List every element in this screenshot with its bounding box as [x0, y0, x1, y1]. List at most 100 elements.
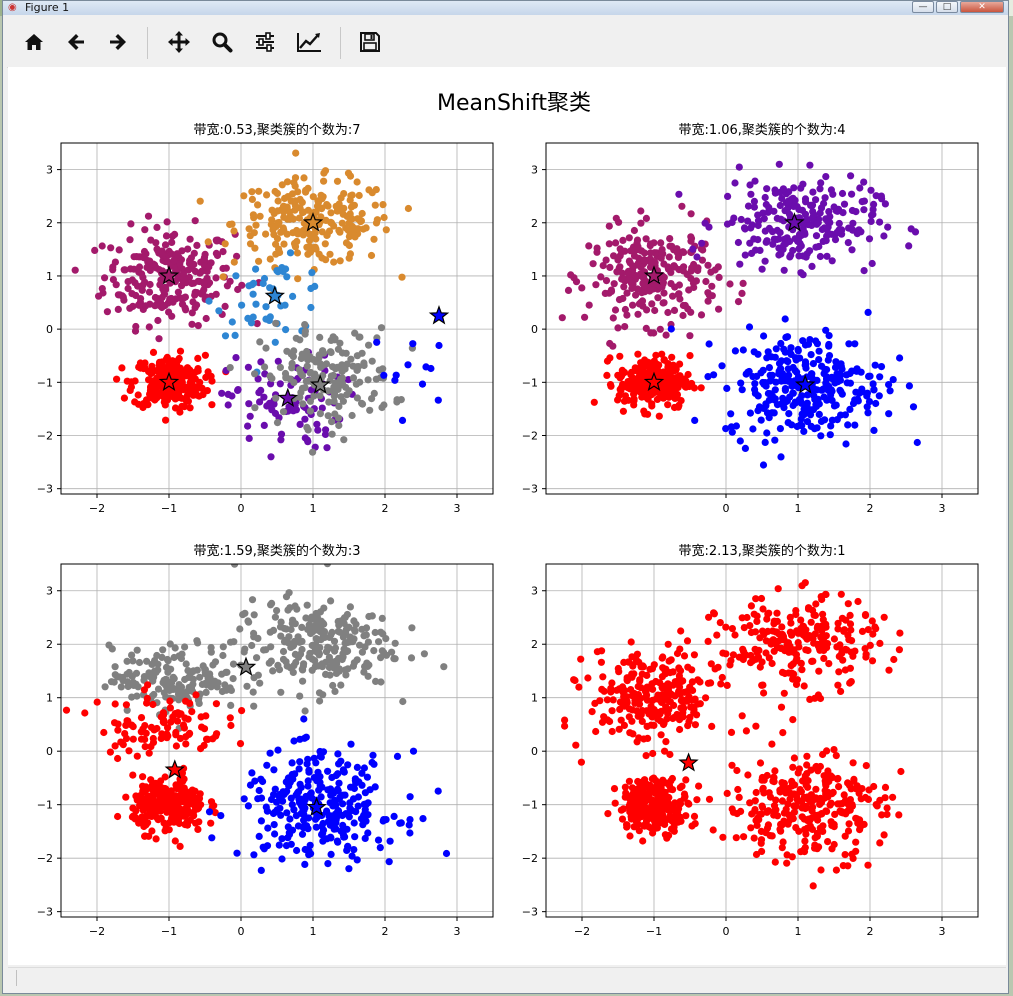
data-point	[287, 664, 295, 672]
y-tick-label: 2	[531, 217, 538, 230]
data-point	[226, 220, 234, 229]
data-point	[627, 686, 635, 694]
data-point	[205, 808, 214, 816]
data-point	[310, 754, 318, 762]
data-point	[330, 397, 338, 405]
back-button[interactable]	[61, 27, 91, 57]
data-point	[172, 742, 180, 750]
data-point	[377, 628, 385, 636]
close-button[interactable]: ✕	[960, 1, 1004, 13]
data-point	[113, 375, 121, 383]
data-point	[786, 628, 795, 636]
data-point	[327, 597, 335, 605]
data-point	[658, 801, 666, 809]
data-point	[840, 200, 849, 208]
data-point	[680, 790, 689, 798]
configure-subplots-button[interactable]	[250, 27, 280, 57]
x-tick-label: 3	[454, 502, 461, 515]
data-point	[343, 360, 351, 368]
data-point	[182, 697, 190, 705]
data-point	[665, 657, 673, 665]
data-point	[277, 436, 285, 444]
data-point	[799, 803, 807, 811]
figure-canvas[interactable]: MeanShift聚类 −2 −1 0 1 2 3 −3 −2 −1 0 1 2 3 带宽:0.53,聚类…	[8, 67, 1006, 965]
cluster-center-star	[158, 265, 180, 285]
data-point	[322, 426, 330, 434]
data-point	[698, 256, 707, 264]
minimize-button[interactable]: —	[912, 1, 934, 13]
data-point	[816, 800, 824, 809]
data-point	[120, 394, 128, 402]
data-point	[811, 611, 820, 620]
data-point	[148, 827, 156, 835]
x-tick-label: −1	[646, 925, 662, 938]
data-point	[669, 292, 677, 300]
title-bar[interactable]: ◉ Figure 1 — □ ✕	[3, 1, 1008, 15]
data-point	[727, 657, 735, 665]
home-button[interactable]	[19, 27, 49, 57]
data-point	[805, 632, 813, 640]
data-point	[813, 340, 822, 348]
data-point	[306, 397, 314, 405]
data-point	[296, 393, 304, 401]
data-point	[349, 662, 357, 670]
data-point	[844, 600, 852, 608]
data-point	[126, 386, 134, 394]
data-point	[185, 259, 194, 267]
forward-button[interactable]	[103, 27, 133, 57]
data-point	[667, 280, 675, 288]
data-point	[188, 320, 196, 328]
pan-button[interactable]	[164, 27, 194, 57]
data-point	[673, 649, 682, 658]
edit-axis-button[interactable]	[294, 27, 324, 57]
data-point	[254, 201, 262, 209]
data-point	[796, 787, 804, 795]
data-point	[106, 748, 114, 756]
data-point	[687, 233, 695, 241]
save-button[interactable]	[355, 27, 385, 57]
data-point	[652, 789, 660, 798]
data-point	[663, 834, 671, 842]
data-point	[800, 846, 808, 854]
data-point	[713, 631, 721, 639]
maximize-button[interactable]: □	[936, 1, 958, 13]
data-point	[266, 255, 274, 263]
data-point	[784, 639, 793, 647]
data-point	[296, 195, 304, 203]
data-point	[575, 683, 583, 691]
data-point	[166, 704, 174, 712]
x-tick-label: −1	[161, 925, 177, 938]
data-point	[153, 785, 161, 794]
data-point	[151, 802, 159, 810]
scatter-points	[561, 579, 905, 890]
data-point	[800, 405, 808, 413]
data-point	[644, 734, 652, 743]
data-point	[760, 332, 768, 340]
zoom-button[interactable]	[207, 27, 237, 57]
data-point	[867, 217, 875, 225]
data-point	[820, 654, 828, 663]
data-point	[248, 188, 256, 196]
data-point	[286, 249, 295, 257]
data-point	[641, 249, 649, 257]
data-point	[841, 666, 850, 674]
data-point	[676, 683, 684, 691]
data-point	[778, 844, 786, 852]
data-point	[144, 819, 152, 827]
data-point	[835, 219, 843, 228]
data-point	[284, 193, 292, 201]
y-tick-label: −3	[37, 483, 53, 496]
data-point	[143, 699, 151, 707]
data-point	[276, 804, 284, 812]
data-point	[111, 663, 119, 671]
data-point	[619, 805, 628, 813]
data-point	[821, 194, 829, 202]
data-point	[820, 633, 828, 642]
data-point	[140, 254, 148, 262]
data-point	[837, 590, 845, 598]
data-point	[864, 861, 872, 869]
data-point	[829, 190, 837, 198]
data-point	[753, 617, 761, 626]
data-point	[680, 652, 689, 660]
